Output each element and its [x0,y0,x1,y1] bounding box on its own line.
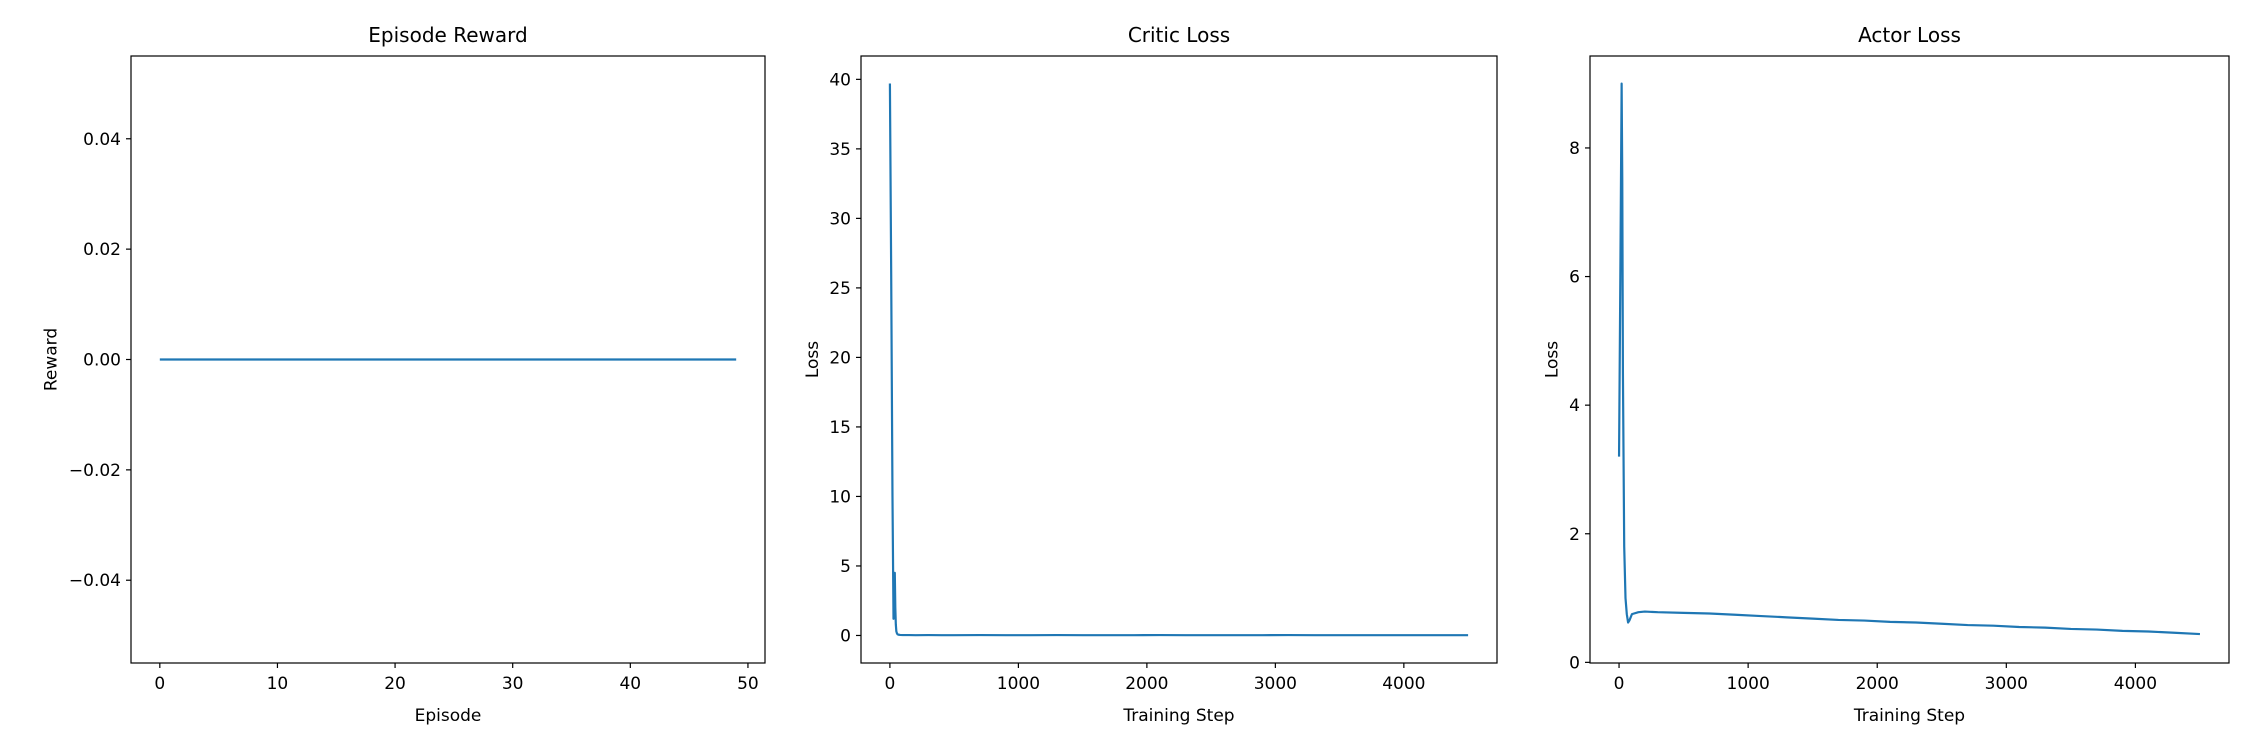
y-tick-label: −0.04 [69,571,121,591]
y-axis-label: Reward [42,328,62,391]
x-tick-label: 1000 [997,674,1040,694]
chart-title: Episode Reward [368,23,527,47]
x-tick-label: 10 [267,674,289,694]
y-tick-label: 30 [829,209,851,229]
y-tick-label: 0.00 [83,351,121,371]
x-tick-label: 20 [384,674,406,694]
y-tick-label: 10 [829,487,851,507]
y-tick-label: 0 [840,626,851,646]
y-tick-label: 15 [829,418,851,438]
x-tick-label: 2000 [1125,674,1168,694]
y-tick-label: 0 [1569,653,1580,673]
x-tick-label: 1000 [1727,674,1770,694]
y-tick-label: 0.02 [83,240,121,260]
y-tick-label: 0.04 [83,130,121,150]
x-tick-label: 50 [737,674,759,694]
y-tick-label: 4 [1569,396,1580,416]
y-tick-label: 6 [1569,268,1580,288]
y-axis-label: Loss [1543,341,1563,378]
y-tick-label: −0.02 [69,461,121,481]
x-tick-label: 3000 [1985,674,2028,694]
x-axis-label: Training Step [1853,706,1965,726]
x-tick-label: 30 [502,674,524,694]
y-tick-label: 5 [840,557,851,577]
x-axis-label: Training Step [1122,706,1234,726]
data-line [888,83,1469,637]
x-tick-label: 0 [1614,674,1625,694]
data-line [1617,82,2201,636]
chart-title: Critic Loss [1128,23,1230,47]
axes-frame [860,55,1498,664]
x-tick-label: 4000 [1382,674,1425,694]
x-tick-label: 2000 [1856,674,1899,694]
y-tick-label: 35 [829,140,851,160]
x-axis-label: Episode [415,706,482,726]
x-tick-label: 4000 [2114,674,2157,694]
x-tick-label: 0 [884,674,895,694]
y-tick-label: 8 [1569,139,1580,159]
x-tick-label: 40 [619,674,641,694]
axes-frame [130,55,766,664]
y-tick-label: 40 [829,70,851,90]
y-axis-label: Loss [803,341,823,378]
chart-title: Actor Loss [1858,23,1961,47]
y-tick-label: 25 [829,279,851,299]
x-tick-label: 0 [154,674,165,694]
y-tick-label: 2 [1569,525,1580,545]
x-tick-label: 3000 [1254,674,1297,694]
y-tick-label: 20 [829,348,851,368]
axes-frame [1589,55,2230,664]
